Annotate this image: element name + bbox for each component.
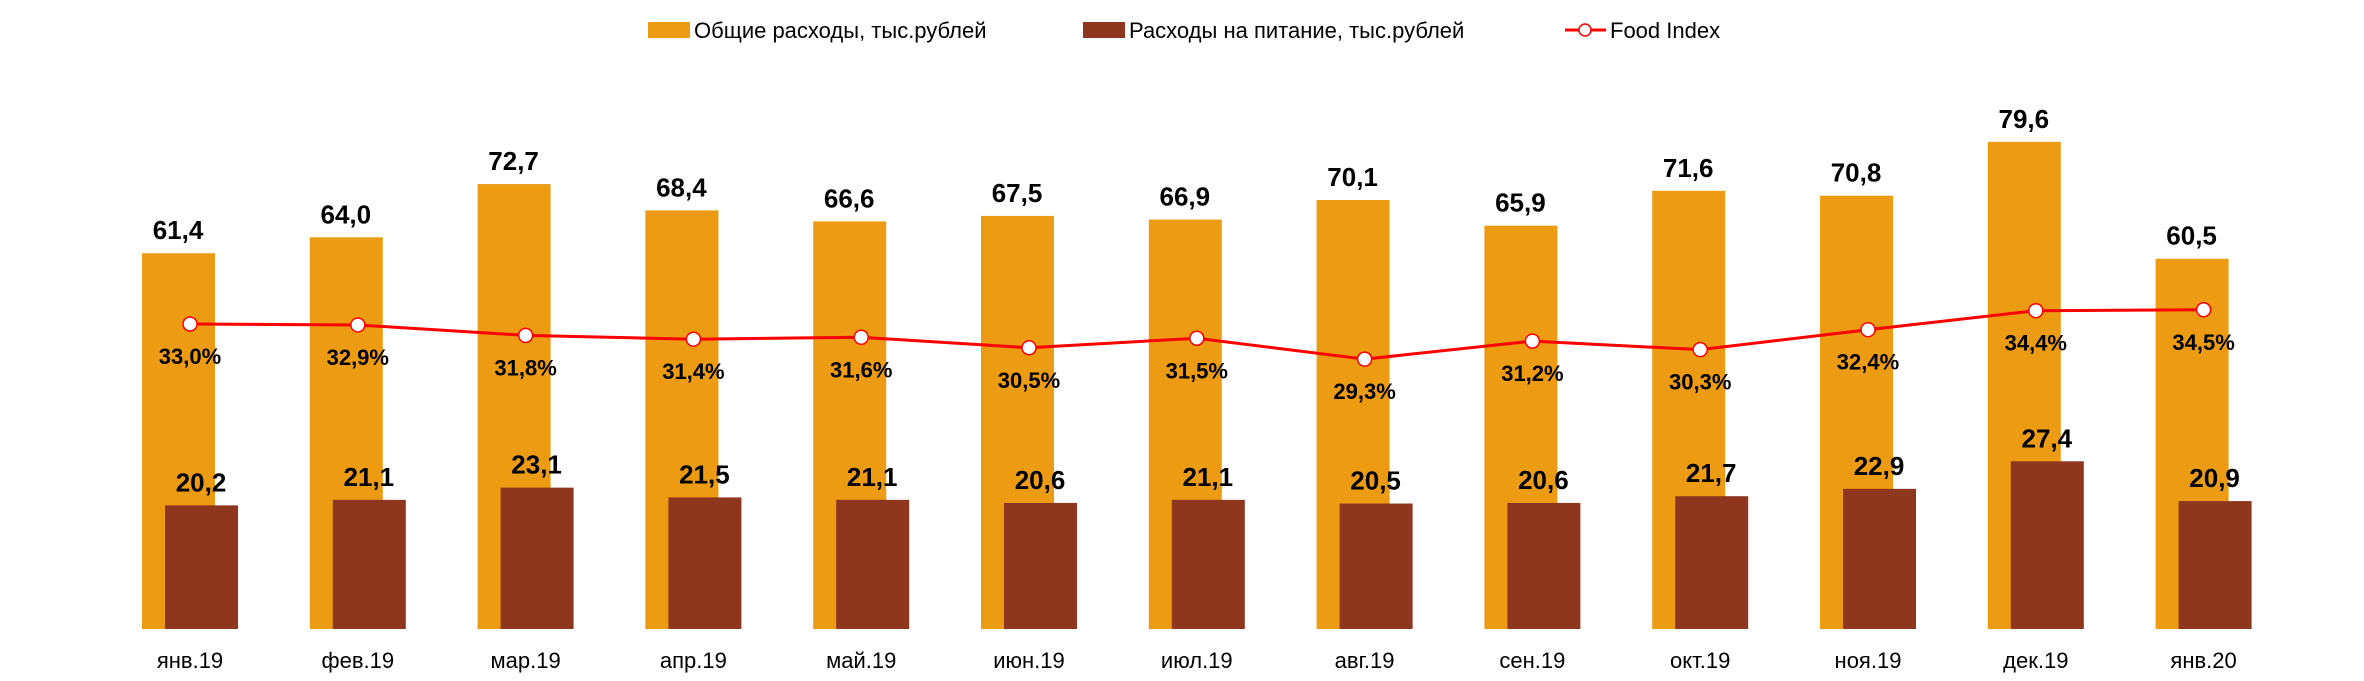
x-tick-label-7: авг.19 — [1335, 648, 1395, 673]
legend-label-total: Общие расходы, тыс.рублей — [694, 18, 987, 43]
label-total-11: 79,6 — [1998, 104, 2049, 134]
label-total-3: 68,4 — [656, 172, 707, 202]
bar-food-10 — [1843, 488, 1916, 629]
food-index-point-4 — [853, 329, 869, 346]
food-index-point-8 — [1524, 333, 1541, 349]
label-food-12: 20,9 — [2189, 463, 2240, 493]
label-food-3: 21,5 — [679, 459, 730, 489]
label-food-5: 20,6 — [1015, 465, 1066, 495]
food-index-point-5 — [1021, 340, 1037, 356]
x-tick-label-8: сен.19 — [1499, 648, 1565, 673]
label-index-1: 32,9% — [327, 345, 389, 370]
label-food-9: 21,7 — [1686, 458, 1737, 488]
legend-swatch-food — [1083, 22, 1125, 38]
label-total-2: 72,7 — [488, 146, 539, 176]
label-food-0: 20,2 — [176, 467, 227, 497]
bar-food-5 — [1004, 502, 1077, 629]
label-total-12: 60,5 — [2166, 221, 2217, 251]
bar-food-6 — [1171, 499, 1245, 629]
food-index-point-11 — [2028, 302, 2044, 319]
label-total-4: 66,6 — [824, 183, 875, 213]
x-tick-label-4: май.19 — [826, 648, 896, 673]
label-food-4: 21,1 — [847, 462, 898, 492]
label-index-3: 31,4% — [662, 359, 724, 384]
label-index-9: 30,3% — [1669, 370, 1731, 395]
label-food-11: 27,4 — [2021, 423, 2072, 453]
label-index-7: 29,3% — [1333, 379, 1395, 404]
bar-food-0 — [165, 505, 238, 629]
label-food-10: 22,9 — [1854, 451, 1905, 481]
food-index-point-2 — [517, 327, 534, 344]
label-food-7: 20,5 — [1350, 466, 1401, 496]
label-food-6: 21,1 — [1182, 462, 1233, 492]
bar-food-1 — [332, 499, 406, 629]
x-tick-label-3: апр.19 — [660, 648, 727, 673]
label-food-2: 23,1 — [511, 450, 562, 480]
food-index-point-3 — [685, 331, 702, 347]
food-index-point-12 — [2195, 302, 2212, 318]
bar-food-3 — [668, 497, 742, 629]
x-tick-label-5: июн.19 — [993, 648, 1065, 673]
label-total-0: 61,4 — [153, 215, 204, 245]
x-tick-label-12: янв.20 — [2170, 648, 2236, 673]
bar-food-4 — [836, 499, 910, 629]
label-index-10: 32,4% — [1837, 350, 1899, 375]
label-total-10: 70,8 — [1831, 158, 1882, 188]
label-index-4: 31,6% — [830, 357, 892, 382]
bar-food-12 — [2178, 501, 2252, 629]
food-index-point-7 — [1356, 351, 1373, 367]
bar-food-2 — [500, 487, 574, 629]
label-index-8: 31,2% — [1501, 361, 1563, 386]
legend-swatch-index-marker — [1578, 23, 1592, 37]
bar-food-9 — [1675, 496, 1749, 629]
food-index-point-1 — [350, 317, 366, 333]
label-total-8: 65,9 — [1495, 188, 1546, 218]
food-index-point-6 — [1189, 330, 1205, 346]
bar-food-11 — [2010, 461, 2084, 629]
label-food-1: 21,1 — [343, 462, 394, 492]
label-index-2: 31,8% — [494, 355, 556, 380]
label-total-6: 66,9 — [1159, 182, 1210, 212]
label-index-12: 34,5% — [2172, 330, 2234, 355]
label-index-11: 34,4% — [2005, 331, 2067, 356]
x-tick-label-2: мар.19 — [491, 648, 561, 673]
x-tick-label-6: июл.19 — [1161, 648, 1233, 673]
legend-label-index: Food Index — [1610, 18, 1720, 43]
food-index-point-0 — [182, 316, 198, 332]
label-food-8: 20,6 — [1518, 465, 1569, 495]
legend: Общие расходы, тыс.рублей Расходы на пит… — [648, 18, 1720, 43]
x-tick-label-10: ноя.19 — [1835, 648, 1902, 673]
label-total-1: 64,0 — [320, 199, 371, 229]
label-total-7: 70,1 — [1327, 162, 1378, 192]
food-index-point-10 — [1860, 321, 1876, 338]
x-tick-label-0: янв.19 — [157, 648, 223, 673]
bar-food-7 — [1339, 503, 1413, 629]
x-tick-label-11: дек.19 — [2003, 648, 2068, 673]
x-tick-label-1: фев.19 — [321, 648, 394, 673]
legend-label-food: Расходы на питание, тыс.рублей — [1129, 18, 1464, 43]
legend-swatch-total — [648, 22, 690, 38]
x-tick-label-9: окт.19 — [1670, 648, 1730, 673]
food-index-point-9 — [1692, 341, 1708, 358]
label-index-5: 30,5% — [998, 368, 1060, 393]
label-index-6: 31,5% — [1166, 358, 1228, 383]
label-index-0: 33,0% — [159, 344, 221, 369]
label-total-9: 71,6 — [1663, 153, 1714, 183]
label-total-5: 67,5 — [992, 178, 1043, 208]
bar-food-8 — [1507, 502, 1581, 629]
